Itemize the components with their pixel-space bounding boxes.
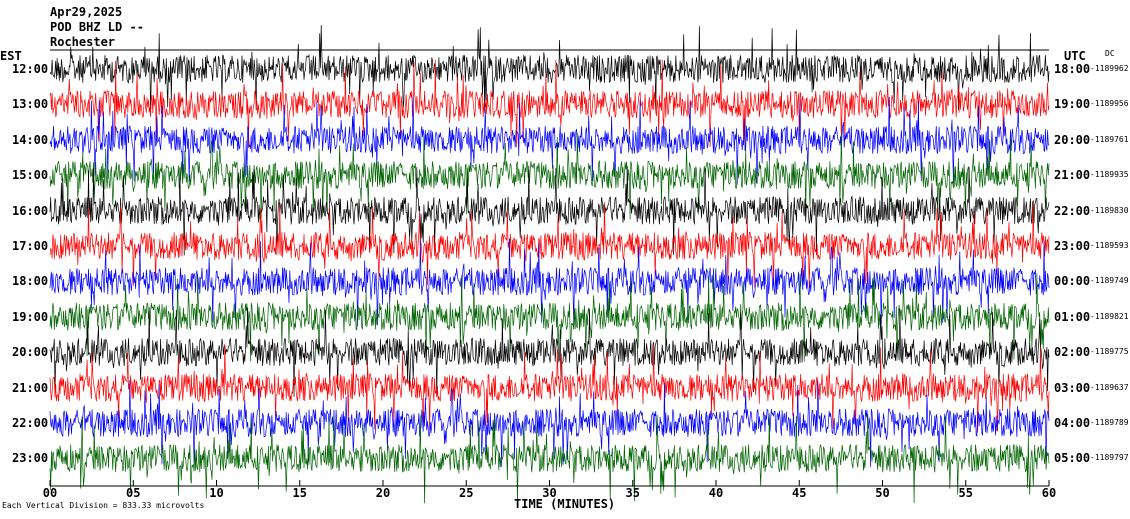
trace-2000 [49,307,1050,398]
est-hour-label: 22:00 [12,416,49,430]
utc-hour-label: 21:00 [1054,168,1091,183]
trace-1700 [49,202,1050,289]
x-axis-ticks: 00 05 10 15 20 25 30 35 40 45 50 55 60 [43,480,1056,500]
dc-offset-label: -1189962 [1090,64,1129,73]
utc-hour-label: 03:00 [1054,380,1091,395]
est-hour-label: 19:00 [12,309,49,324]
est-hour-label: 13:00 [12,97,49,112]
trace-1800 [49,238,1050,327]
trace-2200 [49,380,1050,468]
dc-offset-label: -1189761 [1090,134,1129,144]
seismic-traces [49,25,1050,504]
header-date: Apr29,2025 [50,5,123,19]
utc-hour-label: 04:00 [1054,416,1091,430]
x-tick-label: 10 [209,486,223,500]
x-tick-label: 05 [126,486,140,500]
est-hour-label: 15:00 [12,168,49,183]
x-tick-label: 60 [1042,486,1056,500]
dc-header-label: DC [1105,49,1115,58]
dc-offset-label: -1189749 [1090,276,1129,286]
dc-offset-label: -1189797 [1090,453,1129,463]
trace-2100 [49,343,1050,433]
left-zone-label: EST [0,49,22,63]
est-hour-label: 23:00 [12,451,49,466]
x-tick-label: 55 [959,486,973,500]
trace-1400 [49,96,1050,185]
x-tick-label: 45 [792,486,806,500]
est-hour-label: 16:00 [12,203,49,218]
x-tick-label: 00 [43,486,57,500]
trace-2300 [49,413,1050,504]
trace-1900 [49,273,1050,362]
trace-1600 [49,165,1050,256]
header-station: POD BHZ LD -- [50,20,144,34]
utc-hour-label: 19:00 [1054,97,1091,112]
est-hour-label: 20:00 [12,345,49,360]
utc-hour-label: 02:00 [1054,345,1091,360]
x-axis-title: TIME (MINUTES) [514,497,616,511]
x-tick-label: 30 [542,486,556,500]
dc-offset-label: -1189956 [1090,99,1129,109]
utc-hour-label: 18:00 [1054,62,1091,76]
utc-hour-label: 23:00 [1054,239,1091,253]
est-hour-label: 12:00 [12,62,49,76]
trace-1300 [49,59,1050,150]
est-hour-label: 18:00 [12,274,49,289]
utc-hour-label: 05:00 [1054,451,1091,466]
x-tick-label: 25 [459,486,473,500]
x-tick-label: 15 [293,486,307,500]
x-tick-label: 35 [626,486,640,500]
x-tick-label: 50 [875,486,889,500]
dc-offset-label: -1189935 [1090,170,1129,180]
utc-hour-label: 01:00 [1054,309,1091,324]
dc-offset-label: -1189789 [1090,418,1129,427]
utc-hour-label: 20:00 [1054,132,1091,147]
est-hour-label: 17:00 [12,239,49,253]
dc-offset-label: -1189637 [1090,382,1129,392]
header-location: Rochester [50,35,116,49]
x-tick-label: 20 [376,486,390,500]
dc-offset-label: -1189775 [1090,347,1129,357]
dc-offset-label: -1189830 [1090,205,1129,215]
utc-hour-label: 22:00 [1054,203,1091,218]
est-hour-label: 14:00 [12,132,49,147]
dc-offset-label: -1189593 [1090,241,1129,250]
x-tick-label: 40 [709,486,723,500]
est-hour-label: 21:00 [12,380,49,395]
scale-note: Each Vertical Division = 833.33 microvol… [2,501,205,510]
utc-hour-label: 00:00 [1054,274,1091,289]
dc-offset-label: -1189821 [1090,311,1129,321]
right-zone-label: UTC [1064,49,1086,63]
trace-1200 [49,25,1050,114]
